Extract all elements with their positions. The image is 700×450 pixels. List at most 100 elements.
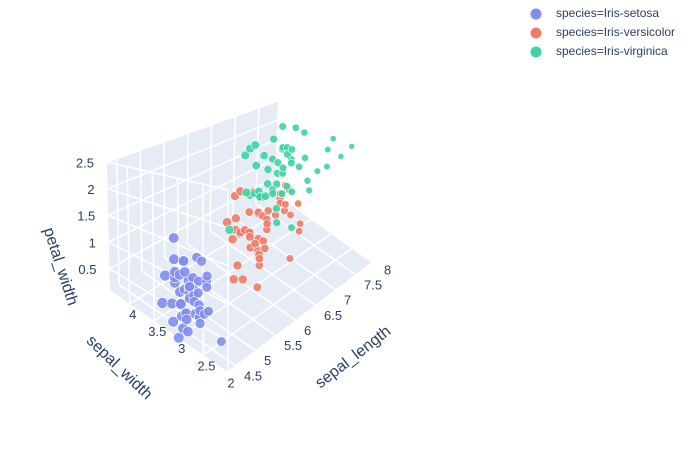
data-point [286, 210, 295, 220]
data-point [269, 134, 279, 144]
data-point [295, 227, 304, 236]
x-tick-label: 6.5 [324, 308, 342, 323]
data-point [301, 153, 309, 162]
data-point [272, 179, 282, 189]
data-point [262, 219, 272, 229]
x-tick-label: 7 [344, 293, 351, 308]
data-point [196, 255, 207, 267]
legend-marker[interactable] [530, 27, 542, 39]
data-point [179, 266, 191, 278]
data-point [287, 145, 297, 154]
data-point [287, 187, 296, 196]
y-tick-label: 2.5 [197, 358, 215, 373]
data-point [252, 282, 262, 292]
x-tick-label: 5.5 [284, 338, 302, 353]
data-point [287, 158, 296, 168]
z-grid-left [107, 214, 229, 267]
data-point [273, 158, 283, 167]
data-point [263, 165, 273, 174]
data-point [263, 179, 272, 189]
z-grid-left [107, 187, 229, 229]
x-tick-label: 7.5 [364, 278, 382, 293]
data-point [260, 243, 270, 253]
data-point [231, 213, 241, 224]
data-point [167, 316, 179, 328]
y-grid-floor [227, 262, 373, 373]
z-axis-title: petal_width [40, 225, 81, 307]
data-point [323, 163, 331, 171]
data-point [282, 182, 291, 191]
data-point [305, 186, 314, 195]
legend-label[interactable]: species=Iris-versicolor [556, 25, 675, 39]
data-point [168, 253, 180, 265]
data-point [182, 326, 194, 338]
data-point [232, 260, 243, 271]
data-point [251, 161, 261, 171]
data-point [203, 306, 214, 317]
legend[interactable]: species=Iris-setosa species=Iris-versicol… [530, 6, 676, 58]
data-point [272, 204, 281, 213]
data-point [277, 189, 287, 198]
data-point [294, 199, 303, 208]
y-tick-label: 3 [178, 341, 185, 356]
data-point [260, 191, 270, 201]
data-point [173, 332, 185, 344]
y-tick-label: 2 [227, 375, 234, 390]
data-point [159, 269, 171, 282]
z-tick-label: 1 [89, 235, 96, 250]
data-point [244, 207, 254, 217]
data-point [238, 274, 248, 285]
data-point [268, 189, 278, 198]
x-grid-back [163, 141, 166, 258]
data-point [245, 232, 255, 242]
data-point [224, 224, 235, 235]
data-point [178, 255, 190, 267]
data-point [201, 282, 213, 293]
data-point [194, 318, 206, 329]
data-point [329, 135, 337, 143]
tick-labels: 4.55 5.56 6.57 7.58 2 2.5 3 3.5 4 0.5 1 1.5 2 2.5 [76, 155, 391, 390]
y-tick-label: 3.5 [148, 324, 166, 339]
z-tick-label: 0.5 [78, 262, 96, 277]
data-point [295, 162, 304, 171]
y-grid-left [201, 184, 205, 355]
data-point [250, 140, 260, 150]
legend-label[interactable]: species=Iris-setosa [556, 6, 659, 20]
z-grid-back [107, 119, 278, 190]
legend-marker[interactable] [530, 8, 542, 20]
data-point [184, 281, 195, 293]
data-point [259, 151, 269, 161]
3d-scene[interactable]: 4.55 5.56 6.57 7.58 2 2.5 3 3.5 4 0.5 1 1.5 2 2.5 sep… [40, 100, 395, 403]
data-point [291, 123, 300, 132]
data-point [168, 232, 180, 244]
data-point [258, 236, 268, 246]
data-point [313, 167, 322, 175]
data-point [278, 122, 287, 131]
data-point [181, 313, 193, 325]
z-grid-back [106, 100, 279, 163]
data-point [348, 143, 356, 150]
x-tick-label: 5 [264, 353, 271, 368]
data-point [281, 200, 290, 209]
z-tick-label: 2 [87, 182, 94, 197]
data-point [278, 163, 288, 173]
data-point [287, 223, 296, 232]
legend-marker[interactable] [530, 46, 542, 58]
data-point [228, 274, 239, 285]
x-tick-label: 4.5 [244, 368, 262, 383]
y-grid-floor [202, 247, 353, 356]
data-point [156, 297, 169, 309]
data-point [263, 206, 273, 216]
data-point [240, 150, 251, 161]
data-point [250, 239, 260, 249]
data-point [216, 336, 227, 347]
data-point [175, 298, 187, 310]
x-tick-label: 8 [384, 262, 391, 277]
x-axis-title: sepal_length [312, 323, 394, 392]
data-point [192, 287, 204, 299]
legend-label[interactable]: species=Iris-virginica [556, 44, 668, 58]
data-point [255, 254, 265, 264]
data-point [337, 153, 345, 160]
data-point [300, 128, 309, 137]
